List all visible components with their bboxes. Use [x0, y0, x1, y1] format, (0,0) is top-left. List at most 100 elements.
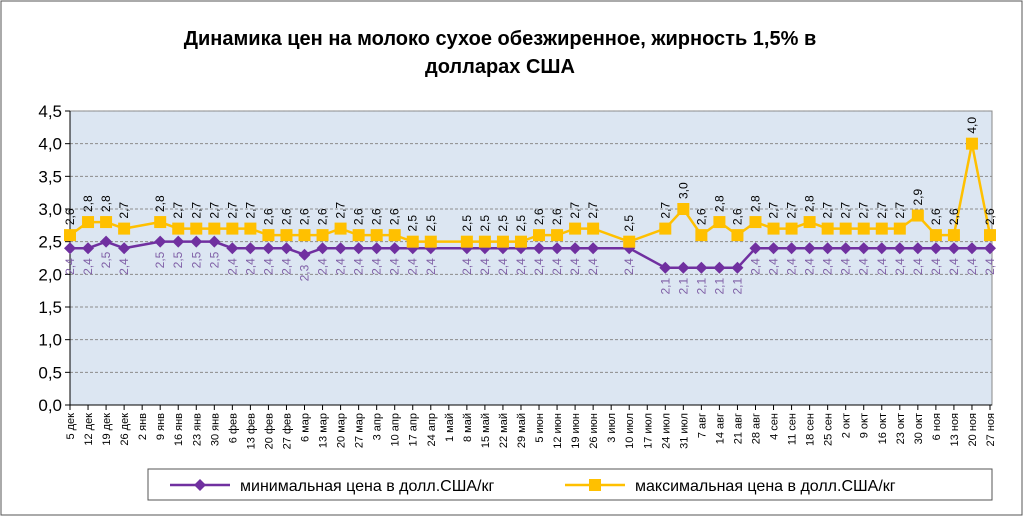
data-label-max: 2,7 [857, 202, 871, 219]
data-point-max [695, 229, 708, 242]
data-label-max: 2,7 [207, 202, 221, 219]
x-tick-label: 6 ноя [931, 413, 943, 440]
data-point-max [64, 229, 76, 242]
data-label-min: 2,4 [803, 258, 817, 275]
data-point-max [785, 222, 798, 235]
data-point-max [514, 235, 527, 248]
data-point-max [190, 222, 203, 235]
data-label-min: 2,4 [81, 258, 95, 275]
data-label-min: 2,4 [875, 258, 889, 275]
data-label-max: 2,9 [911, 189, 925, 206]
data-label-max: 2,7 [875, 202, 889, 219]
data-label-max: 4,0 [965, 117, 979, 134]
data-label-max: 2,8 [803, 195, 817, 212]
data-point-min [803, 242, 816, 255]
data-label-max: 2,6 [929, 208, 943, 225]
data-point-min [569, 242, 582, 255]
data-label-min: 2,4 [893, 258, 907, 275]
data-label-max: 2,7 [821, 202, 835, 219]
x-tick-label: 22 май [498, 413, 510, 448]
chart-title-line: Динамика цен на молоко сухое обезжиренно… [184, 28, 817, 50]
y-tick-label: 0,0 [38, 396, 62, 415]
data-label-max: 2,7 [767, 202, 781, 219]
data-point-min [190, 235, 203, 248]
data-label-max: 2,7 [334, 202, 348, 219]
data-point-max [118, 222, 131, 235]
data-point-min [587, 242, 600, 255]
data-point-max [839, 222, 852, 235]
data-point-min [82, 242, 95, 255]
data-label-min: 2,4 [550, 258, 564, 275]
data-point-min [244, 242, 257, 255]
data-label-min: 2,4 [496, 258, 510, 275]
x-tick-label: 8 май [462, 413, 474, 442]
x-tick-label: 7 авг [696, 413, 708, 438]
data-point-max [533, 229, 546, 242]
x-tick-label: 30 янв [209, 413, 221, 446]
data-label-max: 2,5 [496, 215, 510, 232]
data-point-max [154, 216, 167, 229]
data-label-max: 2,5 [460, 215, 474, 232]
x-tick-label: 23 окт [895, 413, 907, 444]
x-tick-label: 19 июн [570, 413, 582, 449]
data-label-min: 2,4 [63, 258, 77, 275]
data-label-max: 2,6 [63, 208, 77, 225]
data-point-max [100, 216, 113, 229]
x-tick-label: 12 июн [552, 413, 564, 449]
x-tick-label: 24 июл [660, 413, 672, 449]
data-point-min [172, 235, 185, 248]
data-point-min [984, 242, 996, 255]
data-label-min: 2,4 [748, 258, 762, 275]
data-point-max [226, 222, 239, 235]
data-label-max: 2,6 [279, 208, 293, 225]
x-tick-label: 15 май [480, 413, 492, 448]
data-point-min [533, 242, 546, 255]
data-point-min [551, 242, 564, 255]
data-label-max: 2,5 [478, 215, 492, 232]
data-label-min: 2,4 [622, 258, 636, 275]
x-tick-label: 4 сен [769, 413, 781, 440]
data-label-min: 2,4 [406, 258, 420, 275]
data-label-min: 2,4 [424, 258, 438, 275]
x-tick-label: 28 авг [750, 413, 762, 444]
data-label-min: 2,4 [965, 258, 979, 275]
x-tick-label: 14 авг [714, 413, 726, 444]
data-point-min [911, 242, 924, 255]
x-tick-label: 23 янв [191, 413, 203, 446]
x-tick-label: 26 дек [119, 413, 131, 446]
data-label-min: 2,4 [243, 258, 257, 275]
data-point-min [208, 235, 221, 248]
data-point-max [424, 235, 437, 248]
x-tick-label: 24 апр [426, 413, 438, 446]
data-label-max: 2,6 [983, 208, 997, 225]
data-point-min [226, 242, 239, 255]
data-label-max: 2,5 [622, 215, 636, 232]
data-point-max [316, 229, 329, 242]
data-label-min: 2,4 [478, 258, 492, 275]
x-tick-label: 27 мар [354, 413, 366, 448]
data-point-max [803, 216, 816, 229]
data-point-min [713, 261, 726, 274]
data-label-min: 2,5 [207, 251, 221, 268]
x-tick-label: 5 июн [534, 413, 546, 443]
data-point-min [334, 242, 347, 255]
data-label-min: 2,4 [532, 258, 546, 275]
data-point-min [731, 261, 744, 274]
x-tick-label: 20 ноя [967, 413, 979, 446]
data-point-min [280, 242, 293, 255]
data-point-max [406, 235, 419, 248]
data-label-max: 2,7 [225, 202, 239, 219]
x-tick-label: 6 фев [227, 413, 239, 443]
data-label-max: 2,7 [658, 202, 672, 219]
data-point-max [388, 229, 401, 242]
x-tick-label: 9 янв [155, 413, 167, 440]
data-label-min: 2,1 [712, 277, 726, 294]
data-point-max [929, 229, 942, 242]
data-label-min: 2,4 [514, 258, 528, 275]
data-label-max: 2,8 [748, 195, 762, 212]
data-point-min [857, 242, 870, 255]
y-tick-label: 0,5 [38, 363, 62, 382]
y-tick-label: 4,5 [38, 102, 62, 121]
data-point-min [388, 242, 401, 255]
